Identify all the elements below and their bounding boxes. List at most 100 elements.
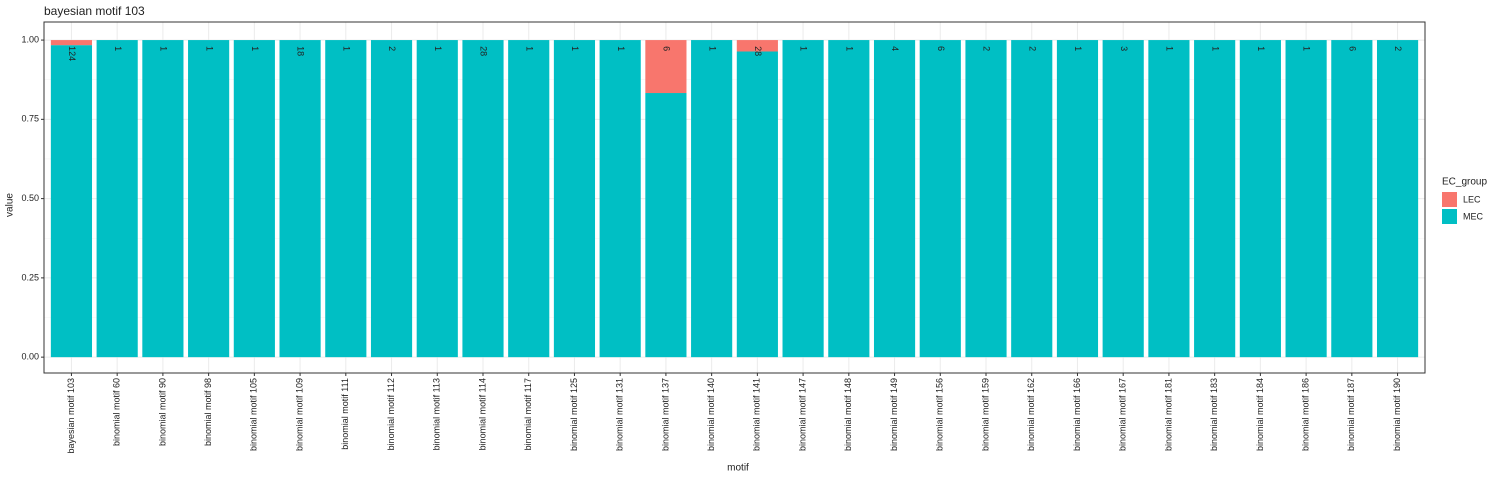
bar-segment (279, 40, 321, 358)
bar-label: 1 (570, 46, 580, 51)
legend-key (1442, 209, 1457, 224)
bar-label: 1 (341, 46, 351, 51)
x-tick-label: binomial motif 181 (1163, 378, 1173, 451)
y-tick-label: 0.50 (21, 193, 39, 203)
bar-segment (1239, 40, 1281, 358)
x-tick-label: binomial motif 141 (752, 378, 762, 451)
x-tick-label: binomial motif 98 (203, 378, 213, 446)
bar-segment (416, 40, 458, 358)
bar-label: 1 (844, 46, 854, 51)
legend-title: EC_group (1442, 177, 1487, 188)
legend-label: LEC (1463, 194, 1481, 204)
bar-segment (1376, 40, 1419, 358)
bar-segment (553, 40, 596, 358)
bar-segment (188, 40, 230, 358)
x-axis-title: motif (727, 463, 749, 474)
x-tick-label: binomial motif 167 (1118, 378, 1128, 451)
bar-label: 3 (1119, 46, 1129, 51)
x-tick-label: binomial motif 156 (935, 378, 945, 451)
bar-segment (1285, 40, 1327, 358)
chart-title: bayesian motif 103 (44, 4, 145, 18)
bar-segment (370, 40, 413, 358)
x-tick-label: binomial motif 131 (615, 378, 625, 451)
bar-segment (1331, 40, 1373, 358)
x-tick-label: binomial motif 162 (1026, 378, 1036, 451)
x-tick-label: binomial motif 111 (340, 378, 350, 450)
bar-label: 1 (1165, 46, 1175, 51)
x-tick-label: binomial motif 114 (477, 378, 487, 450)
bar-label: 18 (296, 46, 306, 56)
bar-label: 2 (387, 46, 397, 51)
x-tick-label: binomial motif 60 (112, 378, 122, 446)
legend-key (1442, 192, 1457, 207)
bar-segment (142, 40, 184, 358)
bar-segment (599, 40, 641, 358)
bar-segment (1148, 40, 1190, 358)
bar-label: 28 (753, 46, 763, 56)
bar-segment (919, 40, 961, 358)
bar-label: 1 (1256, 46, 1266, 51)
y-tick-label: 0.00 (21, 352, 39, 362)
x-tick-label: binomial motif 112 (386, 378, 396, 450)
bar-segment (1102, 40, 1144, 358)
bar-label: 1 (159, 46, 169, 51)
x-tick-label: binomial motif 186 (1300, 378, 1310, 451)
y-tick-label: 1.00 (21, 34, 39, 44)
bar-segment (1011, 40, 1053, 358)
bar-segment (462, 40, 504, 358)
x-tick-label: bayesian motif 103 (66, 378, 76, 454)
x-tick-label: binomial motif 166 (1072, 378, 1082, 451)
y-tick-label: 0.75 (21, 114, 39, 124)
bar-label: 1 (1073, 46, 1083, 51)
bar-label: 1 (799, 46, 809, 51)
bar-label: 1 (1302, 46, 1312, 51)
x-tick-label: binomial motif 183 (1209, 378, 1219, 451)
bar-label: 1 (524, 46, 534, 51)
bar-label: 28 (479, 46, 489, 56)
x-tick-label: binomial motif 90 (157, 378, 167, 446)
bar-label: 1 (250, 46, 260, 51)
x-tick-label: binomial motif 149 (889, 378, 899, 451)
bar-label: 6 (936, 46, 946, 51)
bar-segment (691, 40, 733, 358)
x-tick-label: binomial motif 140 (706, 378, 716, 451)
x-tick-label: binomial motif 125 (569, 378, 579, 451)
x-tick-label: binomial motif 105 (249, 378, 259, 451)
bar-label: 1 (1210, 46, 1220, 51)
y-tick-label: 0.25 (21, 272, 39, 282)
x-tick-label: binomial motif 159 (980, 378, 990, 451)
bar-label: 4 (890, 46, 900, 51)
bar-segment (873, 40, 916, 358)
bar-label: 6 (1347, 46, 1357, 51)
bar-label: 1 (616, 46, 626, 51)
bar-segment (508, 40, 550, 358)
bar-segment (828, 40, 870, 358)
bar-segment (1194, 40, 1236, 358)
panel-border (43, 21, 1426, 374)
bar-segment (325, 40, 367, 358)
bar-label: 124 (67, 46, 77, 61)
bar-label: 1 (707, 46, 717, 51)
bar-label: 2 (1027, 46, 1037, 51)
x-tick-label: binomial motif 187 (1346, 378, 1356, 451)
bar-label: 6 (662, 46, 672, 51)
x-tick-label: binomial motif 113 (432, 378, 442, 450)
x-tick-label: binomial motif 137 (660, 378, 670, 451)
bar-segment (96, 40, 138, 358)
bar-segment (782, 40, 824, 358)
bar-segment (50, 45, 93, 358)
x-tick-label: binomial motif 190 (1392, 378, 1402, 451)
x-tick-label: binomial motif 117 (523, 378, 533, 450)
bar-segment (1056, 40, 1099, 358)
bar-segment (736, 51, 778, 358)
x-tick-label: binomial motif 109 (294, 378, 304, 451)
legend-label: MEC (1463, 211, 1484, 221)
bar-segment (645, 40, 687, 94)
bar-label: 2 (982, 46, 992, 51)
y-axis-title: value (5, 193, 16, 217)
x-tick-label: binomial motif 147 (797, 378, 807, 451)
bar-label: 2 (1393, 46, 1403, 51)
bar-label: 1 (433, 46, 443, 51)
bar-segment (645, 93, 687, 358)
